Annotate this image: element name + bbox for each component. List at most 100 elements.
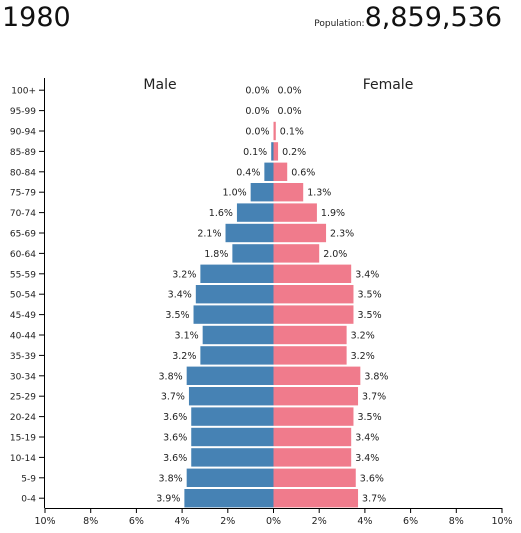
female-bar-80-84 bbox=[273, 162, 288, 181]
female-value-label-85-89: 0.2% bbox=[282, 147, 306, 158]
age-group-label-30-34: 30-34 bbox=[10, 372, 36, 382]
age-group-label-0-4: 0-4 bbox=[21, 495, 36, 505]
female-bar-30-34 bbox=[273, 366, 361, 385]
female-bar-40-44 bbox=[273, 325, 347, 345]
female-value-label-60-64: 2.0% bbox=[323, 249, 347, 260]
age-group-label-75-79: 75-79 bbox=[10, 189, 36, 199]
male-value-label-90-94: 0.0% bbox=[245, 127, 269, 138]
female-bar-60-64 bbox=[273, 244, 320, 263]
age-group-label-15-19: 15-19 bbox=[10, 434, 36, 444]
male-bar-70-74 bbox=[236, 203, 274, 222]
legend-male: Male bbox=[143, 77, 176, 93]
female-value-label-90-94: 0.1% bbox=[280, 127, 304, 138]
male-bar-85-89 bbox=[271, 142, 274, 161]
age-group-label-70-74: 70-74 bbox=[10, 209, 36, 219]
female-bar-55-59 bbox=[273, 264, 352, 283]
female-value-label-30-34: 3.8% bbox=[364, 371, 388, 382]
female-value-label-10-14: 3.4% bbox=[355, 453, 379, 464]
male-value-label-20-24: 3.6% bbox=[163, 412, 187, 423]
x-tick-label-0: 10% bbox=[34, 516, 55, 527]
x-tick-label-4: 2% bbox=[220, 516, 235, 527]
female-bar-5-9 bbox=[273, 468, 356, 487]
male-value-label-50-54: 3.4% bbox=[168, 290, 192, 301]
male-value-label-40-44: 3.1% bbox=[175, 331, 199, 342]
male-bar-55-59 bbox=[200, 264, 274, 283]
male-value-label-55-59: 3.2% bbox=[172, 269, 196, 280]
age-group-label-65-69: 65-69 bbox=[10, 230, 36, 240]
male-value-label-70-74: 1.6% bbox=[209, 208, 233, 219]
female-bar-0-4 bbox=[273, 489, 359, 508]
male-value-label-35-39: 3.2% bbox=[172, 351, 196, 362]
age-group-label-100+: 100+ bbox=[11, 87, 36, 97]
legend-female: Female bbox=[363, 77, 414, 93]
age-group-label-55-59: 55-59 bbox=[10, 270, 36, 280]
male-value-label-15-19: 3.6% bbox=[163, 433, 187, 444]
male-value-label-45-49: 3.5% bbox=[165, 310, 189, 321]
population-readout: Population:8,859,536 bbox=[314, 1, 502, 41]
male-bar-30-34 bbox=[186, 366, 274, 385]
female-bar-70-74 bbox=[273, 203, 317, 222]
age-group-label-60-64: 60-64 bbox=[10, 250, 36, 260]
female-value-label-50-54: 3.5% bbox=[357, 290, 381, 301]
male-value-label-25-29: 3.7% bbox=[161, 392, 185, 403]
x-tick-label-3: 4% bbox=[175, 516, 190, 527]
age-group-label-95-99: 95-99 bbox=[10, 107, 36, 117]
x-tick-label-7: 4% bbox=[357, 516, 372, 527]
male-value-label-60-64: 1.8% bbox=[204, 249, 228, 260]
female-value-label-65-69: 2.3% bbox=[330, 229, 354, 240]
x-tick-label-9: 8% bbox=[449, 516, 464, 527]
age-group-label-80-84: 80-84 bbox=[10, 168, 36, 178]
male-value-label-5-9: 3.8% bbox=[159, 473, 183, 484]
male-bar-60-64 bbox=[232, 244, 274, 263]
female-bar-45-49 bbox=[273, 305, 354, 324]
x-tick-label-5: 0% bbox=[266, 516, 281, 527]
male-value-label-100+: 0.0% bbox=[245, 86, 269, 97]
male-bar-40-44 bbox=[202, 325, 274, 345]
x-tick-label-6: 2% bbox=[312, 516, 327, 527]
age-group-label-45-49: 45-49 bbox=[10, 311, 36, 321]
female-value-label-5-9: 3.6% bbox=[360, 473, 384, 484]
x-tick-label-10: 10% bbox=[491, 516, 512, 527]
age-group-label-10-14: 10-14 bbox=[10, 454, 36, 464]
female-bar-50-54 bbox=[273, 285, 354, 304]
female-bar-10-14 bbox=[273, 448, 352, 467]
female-bar-15-19 bbox=[273, 427, 352, 447]
female-value-label-40-44: 3.2% bbox=[351, 331, 375, 342]
male-bar-35-39 bbox=[200, 346, 274, 365]
male-bar-20-24 bbox=[191, 407, 274, 426]
male-value-label-75-79: 1.0% bbox=[223, 188, 247, 199]
x-tick-label-2: 6% bbox=[129, 516, 144, 527]
male-value-label-0-4: 3.9% bbox=[156, 494, 180, 505]
female-value-label-75-79: 1.3% bbox=[307, 188, 331, 199]
population-value: 8,859,536 bbox=[364, 2, 502, 33]
population-label: Population: bbox=[314, 19, 365, 29]
female-bar-75-79 bbox=[273, 183, 304, 202]
female-value-label-0-4: 3.7% bbox=[362, 494, 386, 505]
male-bar-25-29 bbox=[188, 387, 274, 406]
male-bar-45-49 bbox=[193, 305, 274, 324]
female-value-label-100+: 0.0% bbox=[278, 86, 302, 97]
male-value-label-80-84: 0.4% bbox=[236, 167, 260, 178]
female-value-label-25-29: 3.7% bbox=[362, 392, 386, 403]
female-bar-90-94 bbox=[273, 121, 276, 141]
male-bar-0-4 bbox=[184, 489, 274, 508]
female-value-label-55-59: 3.4% bbox=[355, 269, 379, 280]
female-value-label-45-49: 3.5% bbox=[357, 310, 381, 321]
male-value-label-85-89: 0.1% bbox=[243, 147, 267, 158]
female-value-label-80-84: 0.6% bbox=[291, 167, 315, 178]
female-value-label-95-99: 0.0% bbox=[278, 106, 302, 117]
male-bar-75-79 bbox=[250, 183, 274, 202]
male-value-label-65-69: 2.1% bbox=[197, 229, 221, 240]
year-title: 1980 bbox=[2, 2, 71, 33]
age-group-label-85-89: 85-89 bbox=[10, 148, 36, 158]
male-bar-10-14 bbox=[191, 448, 274, 467]
female-value-label-20-24: 3.5% bbox=[357, 412, 381, 423]
male-bar-50-54 bbox=[195, 285, 274, 304]
x-tick-label-1: 8% bbox=[83, 516, 98, 527]
male-value-label-30-34: 3.8% bbox=[159, 371, 183, 382]
age-group-label-35-39: 35-39 bbox=[10, 352, 36, 362]
female-bar-20-24 bbox=[273, 407, 354, 426]
age-group-label-20-24: 20-24 bbox=[10, 413, 36, 423]
female-bar-35-39 bbox=[273, 346, 347, 365]
